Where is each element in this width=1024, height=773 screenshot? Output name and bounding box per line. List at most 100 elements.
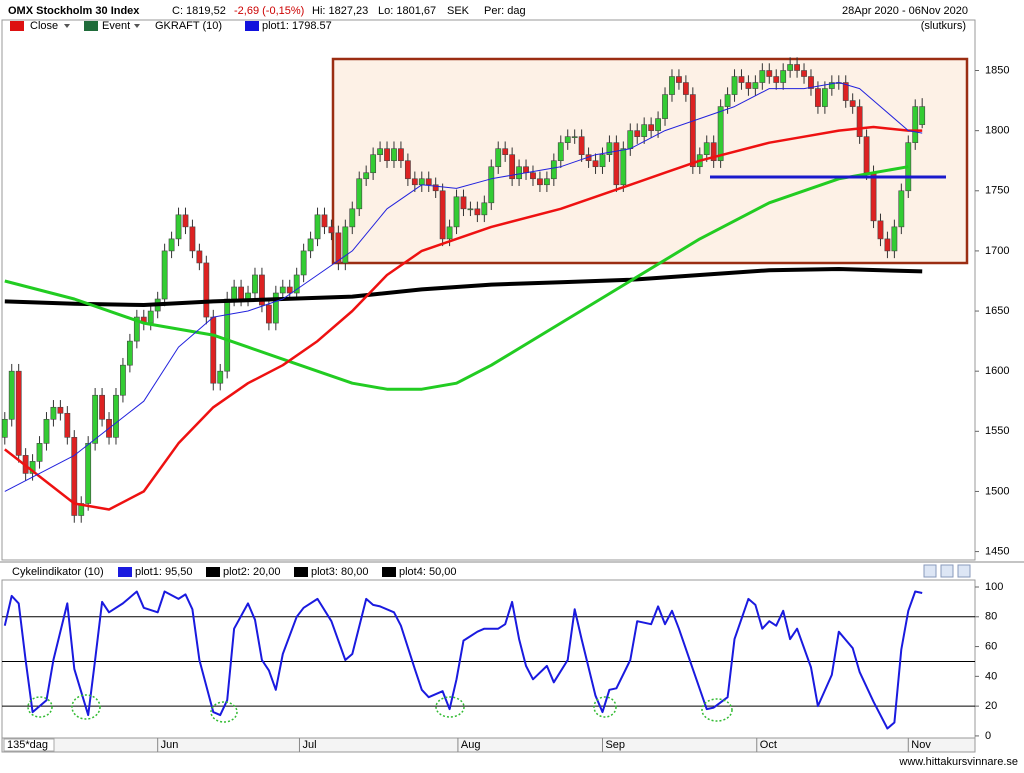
candle-body <box>126 340 133 366</box>
candle-body <box>272 292 279 324</box>
candle-body <box>787 64 794 71</box>
legend-label[interactable]: GKRAFT (10) <box>155 20 222 32</box>
legend-label[interactable]: Event <box>102 20 130 32</box>
candle-body <box>731 76 738 95</box>
candle-body <box>689 94 696 168</box>
candle-body <box>189 226 196 252</box>
candle-body <box>655 118 661 131</box>
candle-body <box>363 172 370 180</box>
y-tick-label: 1850 <box>985 64 1009 76</box>
candle-body <box>29 461 36 474</box>
candle-body <box>794 64 800 71</box>
moving-average <box>4 165 909 391</box>
legend-swatch <box>206 567 220 577</box>
candle-body <box>231 286 238 300</box>
period-label[interactable]: 135*dag <box>7 739 48 751</box>
candle-body <box>64 412 71 438</box>
candle-body <box>196 250 203 264</box>
candle-body <box>391 148 397 162</box>
candle-body <box>919 106 926 125</box>
currency: SEK <box>447 5 470 17</box>
legend-swatch <box>118 567 132 577</box>
candle-body <box>773 76 780 83</box>
high-value: Hi: 1827,23 <box>312 5 368 17</box>
candle-body <box>453 196 460 228</box>
y-tick-label: 1550 <box>985 425 1009 437</box>
candle-body <box>502 148 509 155</box>
candle-body <box>815 88 821 107</box>
candle-body <box>780 70 787 83</box>
y-tick-label: 40 <box>985 670 997 682</box>
candle-body <box>627 130 634 149</box>
candle-body <box>460 196 467 210</box>
range-box <box>331 57 969 265</box>
legend-label[interactable]: plot1: 95,50 <box>135 566 193 578</box>
legend-label[interactable]: Close <box>30 20 58 32</box>
candle-body <box>669 76 675 95</box>
price-type: (slutkurs) <box>921 20 966 32</box>
candle-body <box>759 70 766 83</box>
candle-body <box>342 226 349 264</box>
dropdown-arrow[interactable] <box>64 24 70 28</box>
moving-averages <box>4 82 923 511</box>
moving-average <box>4 125 923 511</box>
candles <box>1 57 926 523</box>
candle-body <box>495 148 502 168</box>
legend-label[interactable]: plot4: 50,00 <box>399 566 457 578</box>
legend-swatch <box>382 567 396 577</box>
x-tick-label: Jun <box>161 739 179 751</box>
candle-body <box>537 178 543 186</box>
period-box[interactable] <box>3 738 55 752</box>
candle-body <box>891 226 898 252</box>
period: Per: dag <box>484 5 526 17</box>
y-tick-label: 1700 <box>985 245 1009 257</box>
dropdown-arrow[interactable] <box>134 24 140 28</box>
candle-body <box>662 94 668 119</box>
candle-body <box>801 70 807 77</box>
y-tick-label: 20 <box>985 700 997 712</box>
low-markers <box>27 694 733 723</box>
candle-body <box>592 160 599 168</box>
legend-label[interactable]: plot1: 1798.57 <box>262 20 332 32</box>
candle-body <box>856 106 863 137</box>
x-tick-label: Nov <box>911 739 931 751</box>
panel-button[interactable] <box>940 564 954 578</box>
candle-body <box>404 160 411 180</box>
candle-body <box>175 214 182 240</box>
title: OMX Stockholm 30 Index <box>8 5 140 17</box>
panel-button[interactable] <box>923 564 937 578</box>
x-tick-label: Aug <box>461 739 481 751</box>
legend-swatch <box>84 21 98 31</box>
main-panel-frame <box>1 19 976 561</box>
candle-body <box>259 274 265 306</box>
candle-body <box>349 208 356 228</box>
candle-body <box>328 226 335 234</box>
y-tick-label: 1650 <box>985 305 1009 317</box>
candle-body <box>384 148 390 162</box>
candle-body <box>85 443 92 504</box>
candle-body <box>710 142 717 162</box>
candle-body <box>418 178 425 186</box>
candle-body <box>210 316 217 384</box>
candle-body <box>99 394 105 420</box>
legend-label[interactable]: plot3: 80,00 <box>311 566 369 578</box>
y-tick-label: 80 <box>985 611 997 623</box>
candle-body <box>238 286 244 300</box>
candle-body <box>682 82 689 95</box>
candle-body <box>279 286 286 294</box>
candle-body <box>912 106 919 143</box>
change-value: -2,69 (-0,15%) <box>234 5 304 17</box>
low-value: Lo: 1801,67 <box>378 5 436 17</box>
date-range: 28Apr 2020 - 06Nov 2020 <box>842 5 968 17</box>
legend-label[interactable]: plot2: 20,00 <box>223 566 281 578</box>
candle-body <box>641 124 648 137</box>
footer: www.hittakursvinnare.se <box>898 756 1018 768</box>
x-tick-label: Jul <box>302 739 316 751</box>
panel-button[interactable] <box>957 564 971 578</box>
candle-body <box>224 298 231 372</box>
candle-body <box>446 226 453 240</box>
candle-body <box>293 274 300 294</box>
y-tick-label: 1750 <box>985 185 1009 197</box>
candle-body <box>356 178 363 210</box>
candle-body <box>71 437 78 516</box>
